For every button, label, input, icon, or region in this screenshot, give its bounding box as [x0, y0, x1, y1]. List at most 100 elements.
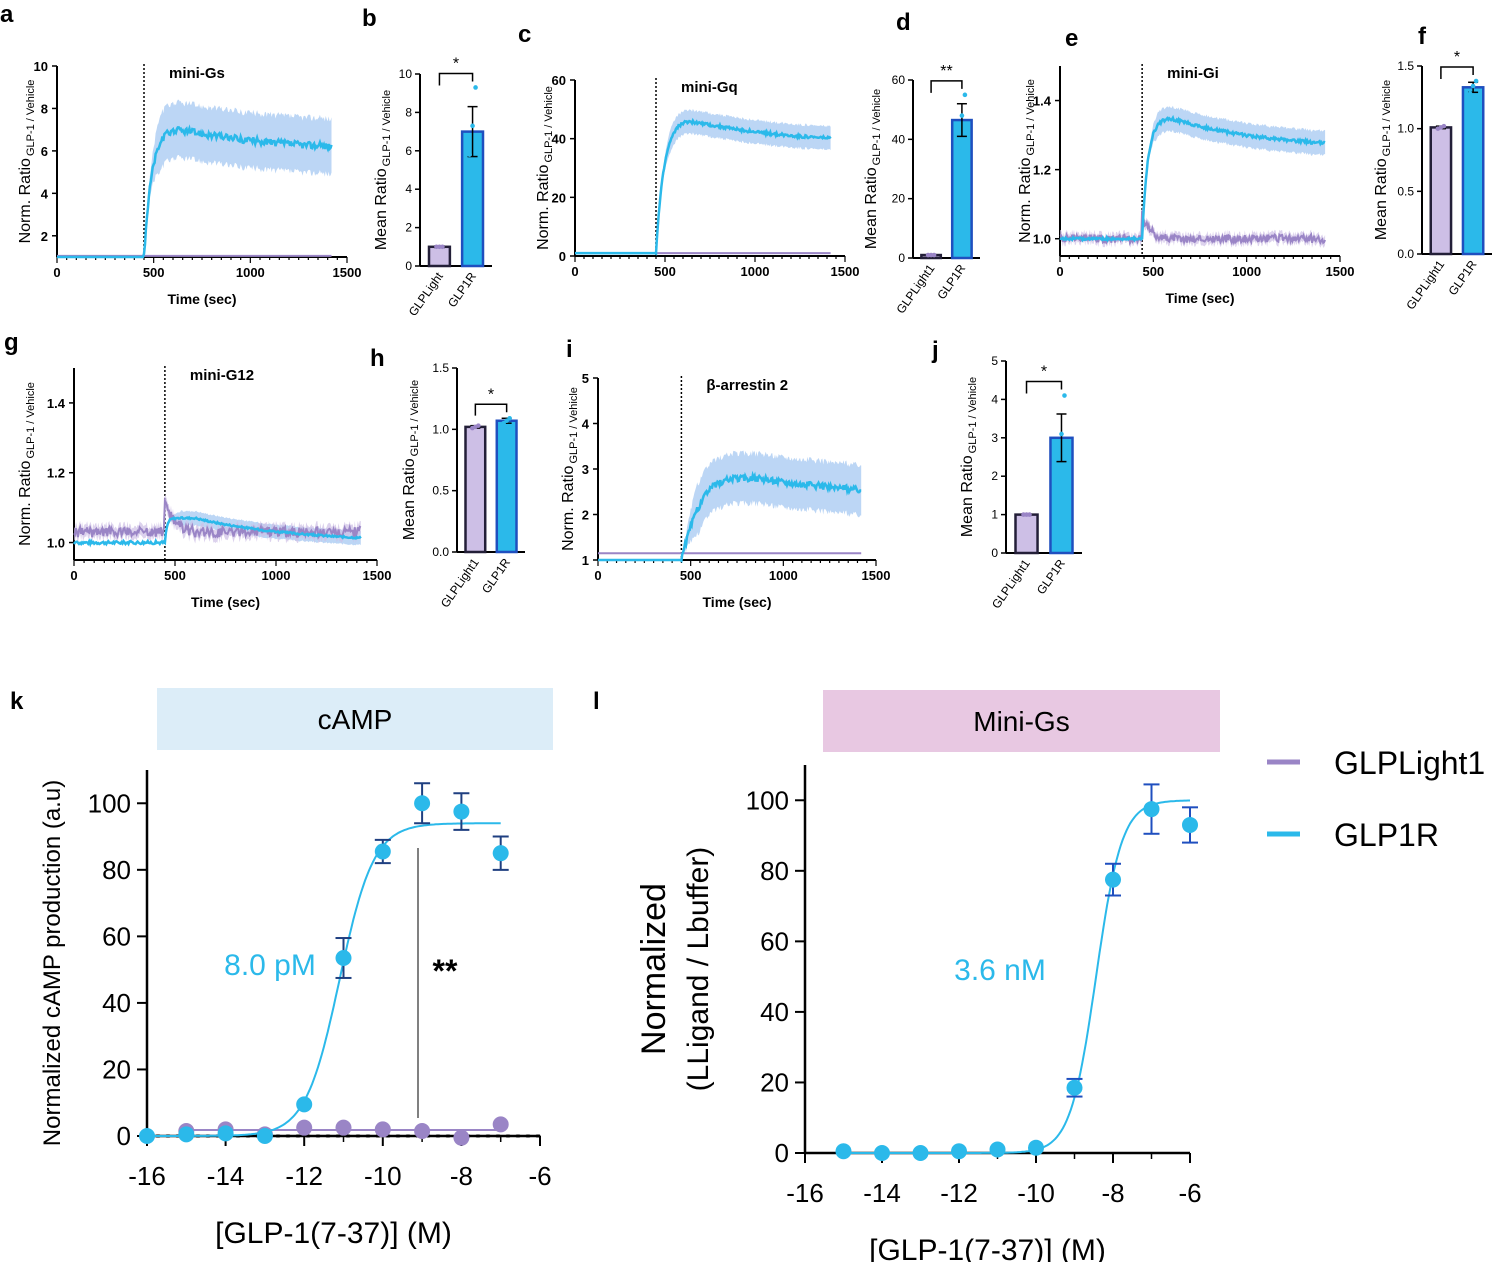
x-tick-label: 0	[53, 265, 60, 280]
y-tick-label: 20	[760, 1067, 789, 1097]
significance-bracket	[1440, 66, 1474, 80]
y-axis-label: Mean Ratio GLP-1 / Vehicle	[373, 90, 393, 250]
panel-label: a	[0, 1, 14, 28]
panel-b: b 0 2 4 6 8 10 Mean Ratio GLP-1 / Vehicle GLPLigh…	[362, 5, 492, 319]
panel-i: i 0 500 1000 1500 1 2 3 4 5 Norm. Ratio GLP-1 / Veh…	[560, 336, 890, 610]
panel-c: c 0 500 1000 1500 0 20 40 60 Norm. Ratio GLP-1 / V…	[518, 21, 859, 279]
y-axis-label-main: Mean Ratio	[863, 167, 880, 249]
y-axis-label-sub: GLP-1 / Vehicle	[381, 90, 393, 166]
data-point-GLP1R	[374, 843, 391, 860]
glp1r-trace	[57, 124, 333, 259]
panel-label: f	[1418, 23, 1427, 50]
y-axis-label-sub: GLP-1 / Vehicle	[25, 382, 37, 458]
x-tick-label: -8	[1101, 1178, 1124, 1208]
glp1r-trace	[72, 515, 362, 548]
y-tick-label: 1.5	[432, 361, 449, 375]
y-tick-label: 40	[102, 988, 131, 1018]
y-tick-label: 0	[117, 1121, 131, 1151]
y-axis-label-main: Mean Ratio	[959, 455, 976, 537]
x-tick-label: 1500	[333, 265, 362, 280]
replicate-point	[440, 244, 445, 250]
y-tick-label: 60	[552, 73, 566, 88]
significance-marker: **	[940, 63, 952, 80]
x-tick-label: -10	[1017, 1178, 1055, 1208]
y-tick-label: 8	[41, 101, 48, 116]
assay-banner	[157, 688, 553, 750]
y-tick-label: 0	[405, 259, 412, 273]
category-label: GLP1R	[1034, 556, 1068, 597]
y-tick-label: 0.5	[1397, 184, 1414, 198]
y-tick-label: 20	[102, 1054, 131, 1084]
y-tick-label: 80	[760, 856, 789, 886]
data-point-GLP1R	[139, 1128, 155, 1144]
y-tick-label: 1.0	[1033, 232, 1051, 247]
replicate-point	[1059, 431, 1064, 437]
panel-d: d 0 20 40 60 Mean Ratio GLP-1 / Vehicle GLPLigh…	[863, 9, 980, 316]
category-label: GLP1R	[1446, 257, 1480, 298]
glp1r-trace	[575, 117, 832, 256]
y-tick-label: 5	[991, 354, 998, 368]
panel-label: e	[1065, 25, 1078, 52]
y-axis-label-line1: Normalized	[635, 883, 673, 1055]
y-tick-label: 1	[991, 508, 998, 522]
data-point-GLP1R	[912, 1145, 929, 1161]
panel-label: d	[896, 9, 911, 36]
chart-title: mini-Gi	[1167, 65, 1219, 82]
y-tick-label: 0	[991, 546, 998, 560]
y-tick-label: 1.0	[432, 422, 449, 436]
y-tick-label: 4	[405, 182, 412, 196]
x-tick-label: 0	[70, 568, 77, 583]
y-axis-label-main: Mean Ratio	[401, 458, 418, 540]
data-point-GLPLight1	[414, 1123, 431, 1140]
x-tick-label: 500	[1142, 264, 1164, 279]
category-label: GLPLight1	[894, 261, 938, 316]
chart-title: mini-Gq	[681, 79, 738, 96]
data-point-GLP1R	[951, 1143, 967, 1160]
x-axis-label: Time (sec)	[168, 291, 237, 307]
y-tick-label: 40	[892, 132, 906, 146]
significance-bracket	[1025, 380, 1063, 394]
replicate-point	[470, 123, 475, 129]
significance-marker: *	[453, 55, 459, 72]
replicate-point	[1441, 123, 1447, 129]
y-axis-label-sub: GLP-1 / Vehicle	[409, 380, 421, 456]
y-tick-label: 0	[559, 249, 566, 264]
x-tick-label: -16	[128, 1161, 166, 1191]
x-tick-label: 1000	[769, 568, 798, 583]
significance-marker: *	[1454, 49, 1460, 66]
category-label: GLPLight1	[989, 556, 1033, 611]
chart-title: β-arrestin 2	[706, 377, 788, 394]
y-tick-label: 60	[102, 921, 131, 951]
glp1r-sem-band	[57, 99, 332, 257]
x-tick-label: -12	[940, 1178, 978, 1208]
y-axis-label: Norm. Ratio GLP-1 / Vehicle	[1017, 79, 1037, 243]
y-axis-label-main: Norm. Ratio	[17, 158, 34, 243]
fit-curve-GLP1R	[843, 799, 1190, 1154]
data-point-GLP1R	[217, 1125, 234, 1142]
replicate-point	[1056, 477, 1061, 483]
panel-label: b	[362, 5, 377, 32]
replicate-point	[467, 152, 472, 157]
replicate-point	[476, 423, 481, 428]
glplight-trace	[1059, 210, 1327, 246]
x-axis-label: [GLP-1(7-37)] (M)	[215, 1217, 452, 1250]
x-tick-label: 500	[143, 265, 165, 280]
y-axis-label: Norm. Ratio GLP-1 / Vehicle	[17, 382, 37, 546]
legend-label: GLPLight1	[1334, 745, 1485, 781]
significance-marker: **	[433, 953, 458, 989]
panel-label: l	[593, 688, 600, 715]
glp1r-trace	[598, 470, 862, 564]
significance-bracket	[474, 403, 508, 416]
panel-f: f 0.0 0.5 1.0 1.5 Mean Ratio GLP-1 / Vehicle GL…	[1373, 23, 1492, 312]
panel-label: c	[518, 21, 531, 48]
y-tick-label: 1.4	[1033, 94, 1052, 109]
y-axis-label: Norm. Ratio GLP-1 / Vehicle	[535, 86, 555, 250]
data-point-GLP1R	[453, 803, 470, 820]
y-tick-label: 100	[88, 788, 131, 818]
assay-banner-label: Mini-Gs	[973, 706, 1069, 737]
y-tick-label: 0	[775, 1138, 789, 1168]
y-axis-label-sub: GLP-1 / Vehicle	[1381, 80, 1393, 156]
assay-banner-label: cAMP	[318, 704, 393, 735]
y-tick-label: 10	[399, 67, 413, 81]
x-tick-label: -8	[450, 1161, 473, 1191]
